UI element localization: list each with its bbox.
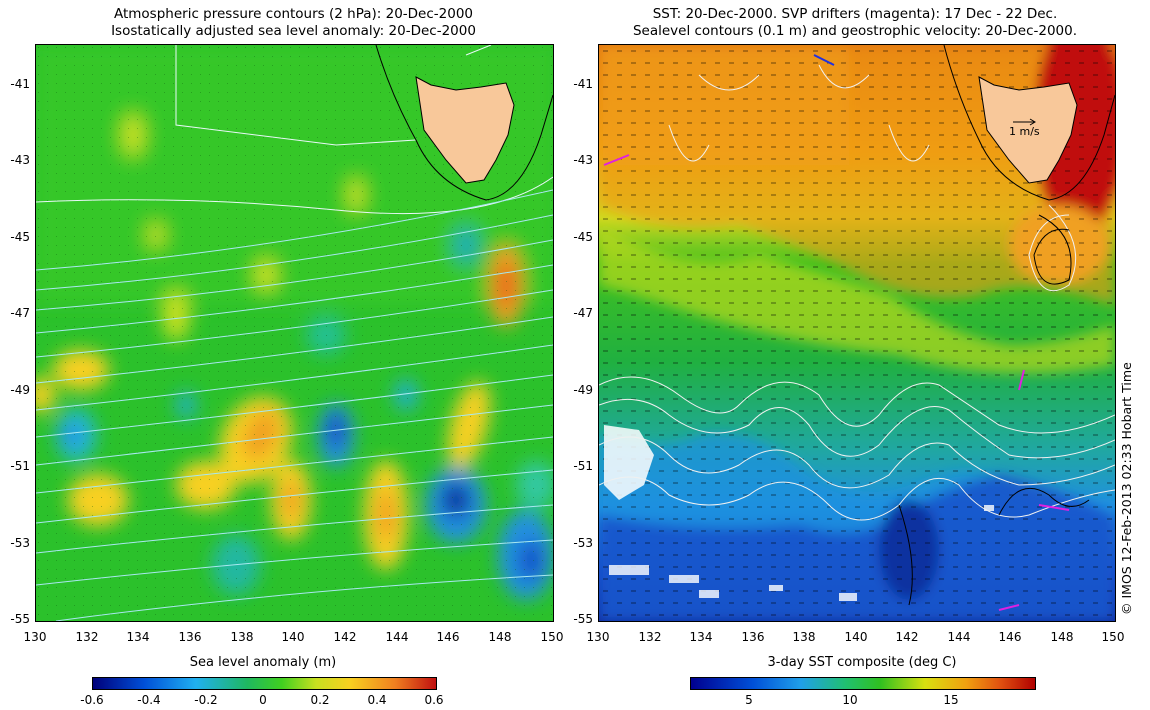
colorbar-tick: -0.2 xyxy=(194,693,218,707)
lon-label: 140 xyxy=(844,630,868,644)
colorbar-tick: 0.6 xyxy=(424,693,444,707)
lat-label: -47 xyxy=(573,306,593,320)
sst-colorbar-label: 3-day SST composite (deg C) xyxy=(767,655,957,670)
lat-label: -41 xyxy=(10,77,30,91)
lon-label: 142 xyxy=(895,630,919,644)
colorbar-tick: 10 xyxy=(842,693,858,707)
lat-label: -43 xyxy=(573,153,593,167)
lon-label: 132 xyxy=(75,630,99,644)
lon-label: 138 xyxy=(792,630,816,644)
colorbar-tick: 15 xyxy=(943,693,959,707)
lat-label: -45 xyxy=(573,230,593,244)
colorbar-tick: 5 xyxy=(745,693,753,707)
tasmania-landmass xyxy=(415,76,515,184)
lon-label: 132 xyxy=(638,630,662,644)
lat-label: -41 xyxy=(573,77,593,91)
lon-label: 150 xyxy=(1101,630,1125,644)
lon-label: 144 xyxy=(385,630,409,644)
colorbar-tick: 0 xyxy=(259,693,267,707)
lon-label: 134 xyxy=(689,630,713,644)
lon-label: 130 xyxy=(586,630,610,644)
lat-label: -55 xyxy=(10,612,30,626)
lon-label: 144 xyxy=(947,630,971,644)
colorbar-tick: 0.4 xyxy=(367,693,387,707)
lat-label: -45 xyxy=(10,230,30,244)
sst-field xyxy=(599,45,1115,621)
lat-label: -51 xyxy=(10,459,30,473)
lat-label: -55 xyxy=(573,612,593,626)
lon-label: 130 xyxy=(23,630,47,644)
lon-label: 142 xyxy=(333,630,357,644)
left-title-line1: Atmospheric pressure contours (2 hPa): 2… xyxy=(113,6,474,22)
lat-label: -43 xyxy=(10,153,30,167)
right-title-line1: SST: 20-Dec-2000. SVP drifters (magenta)… xyxy=(652,6,1058,22)
sea-level-anomaly-map xyxy=(35,44,554,622)
colorbar-tick: -0.6 xyxy=(80,693,104,707)
sla-field xyxy=(36,45,553,621)
colorbar-tick: -0.4 xyxy=(137,693,161,707)
lon-label: 138 xyxy=(230,630,254,644)
lat-label: -51 xyxy=(573,459,593,473)
lon-label: 140 xyxy=(281,630,305,644)
sla-colorbar-label: Sea level anomaly (m) xyxy=(189,655,337,670)
lon-label: 146 xyxy=(436,630,460,644)
left-title-line2: Isostatically adjusted sea level anomaly… xyxy=(111,23,476,39)
tasmania-landmass xyxy=(978,76,1078,184)
lon-label: 134 xyxy=(126,630,150,644)
colorbar-tick: 0.2 xyxy=(310,693,330,707)
lat-label: -53 xyxy=(10,536,30,550)
lon-label: 150 xyxy=(540,630,564,644)
sst-colorbar xyxy=(690,677,1036,690)
sla-colorbar xyxy=(92,677,437,690)
lon-label: 136 xyxy=(741,630,765,644)
sst-map: 1 m/s xyxy=(598,44,1116,622)
right-title-line2: Sealevel contours (0.1 m) and geostrophi… xyxy=(632,23,1078,39)
lat-label: -47 xyxy=(10,306,30,320)
lon-label: 146 xyxy=(998,630,1022,644)
lon-label: 148 xyxy=(488,630,512,644)
velocity-scale-label: 1 m/s xyxy=(1009,125,1040,138)
lat-label: -49 xyxy=(573,383,593,397)
lat-label: -49 xyxy=(10,383,30,397)
lat-label: -53 xyxy=(573,536,593,550)
copyright-text: © IMOS 12-Feb-2013 02:33 Hobart Time xyxy=(1119,362,1134,615)
lon-label: 148 xyxy=(1050,630,1074,644)
lon-label: 136 xyxy=(178,630,202,644)
